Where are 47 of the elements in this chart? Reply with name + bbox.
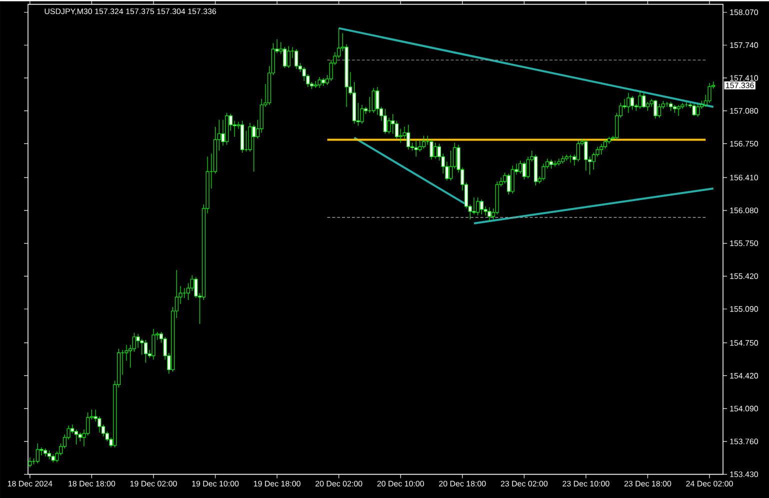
candlestick xyxy=(28,456,32,468)
candlestick xyxy=(372,87,376,113)
candlestick xyxy=(132,332,136,352)
candlestick xyxy=(394,120,399,139)
candlestick xyxy=(283,46,287,68)
candlestick xyxy=(376,86,380,115)
candlestick xyxy=(391,113,395,134)
candlestick xyxy=(658,103,662,118)
candlestick xyxy=(654,99,658,119)
candlestick xyxy=(430,139,434,160)
candlestick xyxy=(140,338,144,355)
candlestick xyxy=(506,173,510,195)
candlestick xyxy=(36,442,40,464)
candlestick xyxy=(584,139,588,171)
candlestick xyxy=(449,150,453,181)
candlestick xyxy=(383,108,387,134)
candlestick xyxy=(406,124,410,150)
candlestick xyxy=(294,48,298,70)
candlestick xyxy=(286,46,290,68)
candlestick xyxy=(518,160,522,174)
candlestick xyxy=(708,82,712,104)
candlestick xyxy=(626,92,630,113)
candlestick xyxy=(642,92,646,108)
candlestick xyxy=(434,142,438,159)
candlestick xyxy=(522,161,526,180)
candlestick xyxy=(414,140,418,157)
candlestick xyxy=(676,104,680,116)
candlestick xyxy=(387,117,391,134)
candlestick xyxy=(252,124,256,172)
candlestick xyxy=(696,103,700,117)
candlestick xyxy=(480,199,484,215)
candlestick xyxy=(422,135,426,149)
candlestick xyxy=(186,282,190,300)
candlestick xyxy=(144,339,148,363)
candlestick xyxy=(360,104,364,124)
candlestick xyxy=(553,160,557,167)
candlestick xyxy=(600,143,604,155)
candlestick xyxy=(510,165,514,194)
candlestick xyxy=(488,206,492,222)
candlestick xyxy=(692,103,696,116)
candlestick xyxy=(318,76,322,88)
candlestick xyxy=(576,140,580,162)
candlestick xyxy=(476,197,480,216)
candlestick xyxy=(638,90,642,110)
candlestick xyxy=(630,95,634,110)
candlestick xyxy=(74,429,78,445)
candlestick xyxy=(152,328,156,360)
